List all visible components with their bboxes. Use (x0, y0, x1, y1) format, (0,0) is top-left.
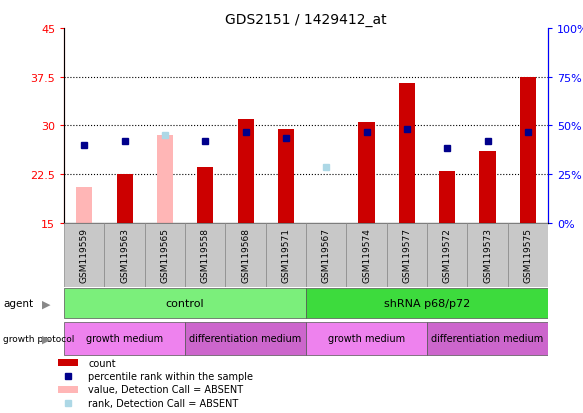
Text: GSM119573: GSM119573 (483, 228, 492, 282)
Text: GSM119572: GSM119572 (442, 228, 452, 282)
Text: growth medium: growth medium (86, 334, 163, 344)
Text: count: count (89, 358, 116, 368)
Text: GSM119574: GSM119574 (362, 228, 371, 282)
Bar (58, 359, 78, 366)
Bar (346, 223, 387, 287)
Bar (427, 322, 548, 355)
Bar (237, 119, 254, 223)
Bar (508, 223, 548, 287)
Text: growth protocol: growth protocol (3, 334, 74, 343)
Text: GSM119567: GSM119567 (322, 228, 331, 282)
Bar (266, 223, 306, 287)
Text: GSM119565: GSM119565 (160, 228, 170, 282)
Bar (439, 171, 455, 223)
Text: growth medium: growth medium (328, 334, 405, 344)
Text: rank, Detection Call = ABSENT: rank, Detection Call = ABSENT (89, 398, 238, 408)
Text: ▶: ▶ (42, 334, 51, 344)
Text: GSM119575: GSM119575 (524, 228, 532, 282)
Bar (387, 223, 427, 287)
Bar (468, 223, 508, 287)
Bar (104, 223, 145, 287)
Bar (226, 223, 266, 287)
Bar (157, 135, 173, 223)
Text: GSM119571: GSM119571 (282, 228, 290, 282)
Text: differentiation medium: differentiation medium (189, 334, 302, 344)
Bar (479, 152, 496, 223)
Bar (306, 289, 548, 318)
Text: percentile rank within the sample: percentile rank within the sample (89, 371, 254, 381)
Text: differentiation medium: differentiation medium (431, 334, 544, 344)
Text: GSM119568: GSM119568 (241, 228, 250, 282)
Text: ▶: ▶ (42, 299, 51, 309)
Bar (185, 223, 226, 287)
Text: GSM119558: GSM119558 (201, 228, 210, 282)
Bar (278, 129, 294, 223)
Bar (58, 386, 78, 393)
Text: GSM119559: GSM119559 (80, 228, 89, 282)
Title: GDS2151 / 1429412_at: GDS2151 / 1429412_at (225, 12, 387, 26)
Text: control: control (166, 299, 205, 309)
Text: GSM119577: GSM119577 (402, 228, 412, 282)
Bar (64, 322, 185, 355)
Bar (64, 223, 104, 287)
Bar (306, 223, 346, 287)
Bar (306, 322, 427, 355)
Text: shRNA p68/p72: shRNA p68/p72 (384, 299, 470, 309)
Bar (117, 174, 133, 223)
Text: agent: agent (3, 299, 33, 309)
Bar (145, 223, 185, 287)
Bar (520, 77, 536, 223)
Bar (427, 223, 468, 287)
Bar (76, 188, 92, 223)
Bar (359, 123, 375, 223)
Text: GSM119563: GSM119563 (120, 228, 129, 282)
Text: value, Detection Call = ABSENT: value, Detection Call = ABSENT (89, 385, 244, 394)
Bar (185, 322, 306, 355)
Bar (399, 84, 415, 223)
Bar (64, 289, 306, 318)
Bar (197, 168, 213, 223)
